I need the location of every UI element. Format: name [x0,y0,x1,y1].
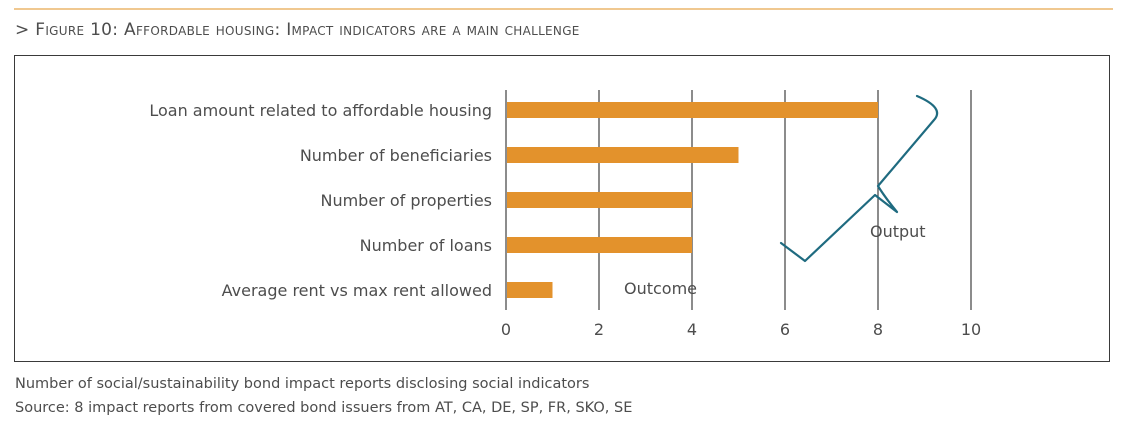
bar [507,237,692,253]
figure-title: > Figure 10: Affordable housing: Impact … [15,20,580,40]
category-label: Number of properties [320,191,492,210]
x-tick-label: 6 [780,320,790,339]
chart-note: Number of social/sustainability bond imp… [15,376,590,392]
chart-source: Source: 8 impact reports from covered bo… [15,400,633,416]
outcome-annotation: Outcome [624,279,697,298]
category-label: Number of loans [360,236,492,255]
x-tick-label: 0 [501,320,511,339]
bar [507,147,739,163]
top-rule [14,8,1113,10]
category-label: Average rent vs max rent allowed [222,281,492,300]
output-annotation: Output [870,222,926,241]
bar [507,282,553,298]
bar [507,102,878,118]
x-tick-label: 10 [961,320,981,339]
x-tick-label: 8 [873,320,883,339]
chart-frame [14,55,1110,362]
bar [507,192,692,208]
x-tick-label: 2 [594,320,604,339]
output-bracket-curve [779,94,939,263]
category-label: Number of beneficiaries [300,146,492,165]
category-label: Loan amount related to affordable housin… [149,101,492,120]
x-tick-label: 4 [687,320,697,339]
